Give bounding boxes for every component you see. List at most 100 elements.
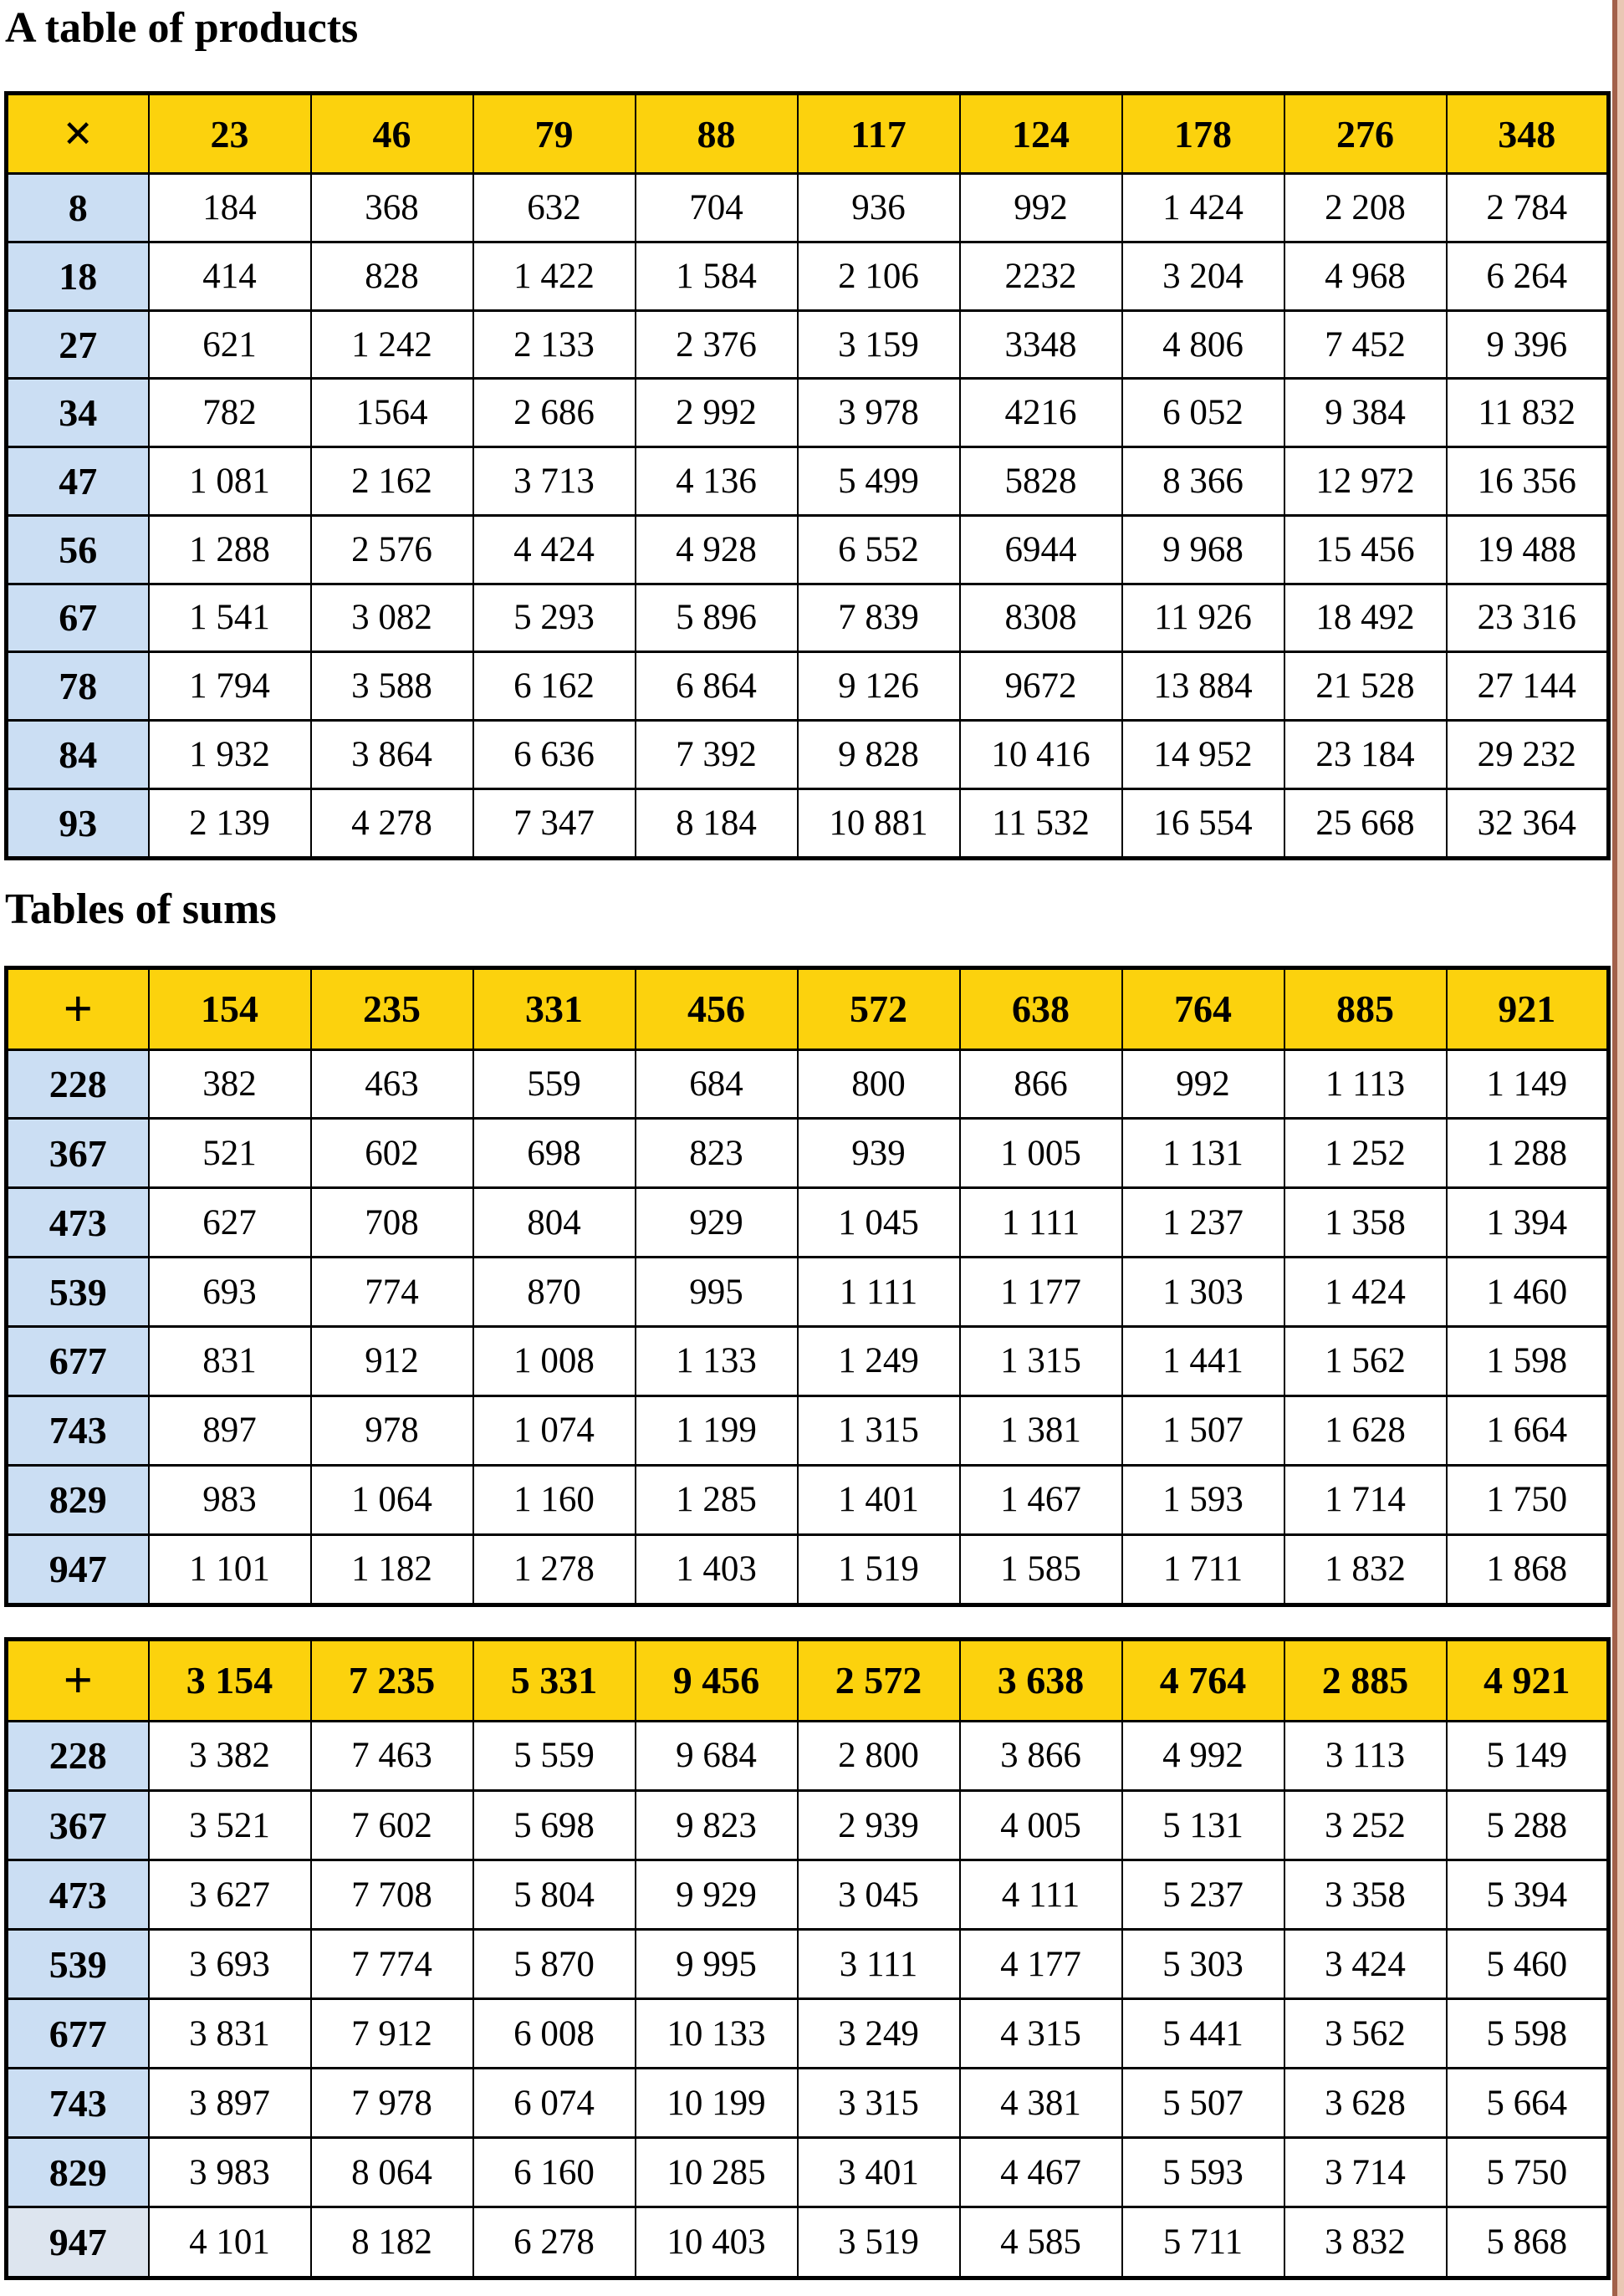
value-cell: 4 278 (309, 787, 474, 860)
value-cell: 992 (1121, 1048, 1285, 1120)
value-cell: 5 499 (796, 446, 961, 517)
value-cell: 3 864 (309, 719, 474, 790)
value-cell: 978 (309, 1394, 474, 1467)
row-header-cell: 743 (5, 2067, 150, 2140)
table-row: 743 3 897 7 978 6 074 10 199 3 315 4 381 5 507 3… (5, 2067, 1610, 2140)
table-row: 34 782 1564 2 686 2 992 3 978 4216 6 052 9 384 11… (5, 377, 1610, 449)
page-edge-line (1612, 0, 1617, 2296)
column-header-cell: 2 572 (796, 1638, 961, 1722)
value-cell: 1 714 (1283, 1463, 1448, 1536)
value-cell: 3 111 (796, 1928, 961, 2001)
value-cell: 782 (147, 377, 312, 449)
value-cell: 2 939 (796, 1788, 961, 1862)
value-cell: 632 (472, 172, 636, 244)
value-cell: 3 315 (796, 2067, 961, 2140)
value-cell: 1 441 (1121, 1325, 1285, 1397)
value-cell: 3 249 (796, 1998, 961, 2070)
header-row: × 23 46 79 88 117 124 178 276 348 (5, 91, 1610, 176)
value-cell: 1 711 (1121, 1533, 1285, 1607)
value-cell: 1 403 (634, 1533, 799, 1607)
products-heading: A table of products (5, 4, 359, 52)
value-cell: 1 394 (1445, 1186, 1610, 1259)
value-cell: 1 598 (1445, 1325, 1610, 1397)
column-header-cell: 46 (309, 91, 474, 176)
value-cell: 929 (634, 1186, 799, 1259)
value-cell: 3 713 (472, 446, 636, 517)
value-cell: 11 926 (1121, 582, 1285, 654)
table-row: 367 521 602 698 823 939 1 005 1 131 1 252 1 288 (5, 1117, 1610, 1190)
column-header-cell: 3 154 (147, 1638, 312, 1722)
row-header-cell: 228 (5, 1048, 150, 1120)
column-header-cell: 4 921 (1445, 1638, 1610, 1722)
value-cell: 1 460 (1445, 1256, 1610, 1329)
row-header-cell: 677 (5, 1325, 150, 1397)
sums-heading: Tables of sums (5, 885, 277, 933)
value-cell: 5 293 (472, 582, 636, 654)
row-header-cell: 18 (5, 241, 150, 312)
table-row: 367 3 521 7 602 5 698 9 823 2 939 4 005 5 131 3 … (5, 1788, 1610, 1862)
value-cell: 5 131 (1121, 1788, 1285, 1862)
value-cell: 1 315 (796, 1394, 961, 1467)
value-cell: 1 133 (634, 1325, 799, 1397)
value-cell: 6 552 (796, 513, 961, 585)
value-cell: 3 382 (147, 1719, 312, 1792)
operator-cell: × (5, 91, 150, 176)
value-cell: 6 636 (472, 719, 636, 790)
value-cell: 4 136 (634, 446, 799, 517)
column-header-cell: 456 (634, 967, 799, 1051)
value-cell: 6 278 (472, 2206, 636, 2279)
table-row: 56 1 288 2 576 4 424 4 928 6 552 6944 9 968 15 4… (5, 513, 1610, 585)
value-cell: 831 (147, 1325, 312, 1397)
value-cell: 1 285 (634, 1463, 799, 1536)
value-cell: 4 177 (958, 1928, 1123, 2001)
value-cell: 1 111 (796, 1256, 961, 1329)
table-row: 947 1 101 1 182 1 278 1 403 1 519 1 585 1 711 1 … (5, 1533, 1610, 1607)
value-cell: 1 401 (796, 1463, 961, 1536)
value-cell: 1 249 (796, 1325, 961, 1397)
value-cell: 32 364 (1445, 787, 1610, 860)
value-cell: 4 968 (1283, 241, 1448, 312)
row-header-cell: 743 (5, 1394, 150, 1467)
value-cell: 3 204 (1121, 241, 1285, 312)
value-cell: 774 (309, 1256, 474, 1329)
value-cell: 9 126 (796, 651, 961, 722)
table-row: 829 983 1 064 1 160 1 285 1 401 1 467 1 593 1 71… (5, 1463, 1610, 1536)
column-header-cell: 117 (796, 91, 961, 176)
value-cell: 4 585 (958, 2206, 1123, 2279)
value-cell: 25 668 (1283, 787, 1448, 860)
value-cell: 3 831 (147, 1998, 312, 2070)
table-row: 829 3 983 8 064 6 160 10 285 3 401 4 467 5 593 3… (5, 2136, 1610, 2209)
row-header-cell: 539 (5, 1928, 150, 2001)
value-cell: 6944 (958, 513, 1123, 585)
value-cell: 1 507 (1121, 1394, 1285, 1467)
value-cell: 4 315 (958, 1998, 1123, 2070)
row-header-cell: 47 (5, 446, 150, 517)
value-cell: 7 392 (634, 719, 799, 790)
value-cell: 5 870 (472, 1928, 636, 2001)
value-cell: 5 598 (1445, 1998, 1610, 2070)
value-cell: 1 149 (1445, 1048, 1610, 1120)
column-header-cell: 178 (1121, 91, 1285, 176)
row-header-cell: 829 (5, 2136, 150, 2209)
value-cell: 1 794 (147, 651, 312, 722)
column-header-cell: 3 638 (958, 1638, 1123, 1722)
row-header-cell: 677 (5, 1998, 150, 2070)
value-cell: 6 864 (634, 651, 799, 722)
sums-table-2: +3 154 7 235 5 331 9 456 2 572 3 638 4 764 2 88… (4, 1637, 1611, 2280)
value-cell: 2232 (958, 241, 1123, 312)
value-cell: 1 664 (1445, 1394, 1610, 1467)
value-cell: 10 403 (634, 2206, 799, 2279)
value-cell: 8 366 (1121, 446, 1285, 517)
value-cell: 184 (147, 172, 312, 244)
value-cell: 4216 (958, 377, 1123, 449)
value-cell: 15 456 (1283, 513, 1448, 585)
value-cell: 3348 (958, 309, 1123, 380)
value-cell: 559 (472, 1048, 636, 1120)
value-cell: 627 (147, 1186, 312, 1259)
value-cell: 1 111 (958, 1186, 1123, 1259)
value-cell: 6 008 (472, 1998, 636, 2070)
table-row: 539 3 693 7 774 5 870 9 995 3 111 4 177 5 303 3 … (5, 1928, 1610, 2001)
value-cell: 3 628 (1283, 2067, 1448, 2140)
value-cell: 463 (309, 1048, 474, 1120)
